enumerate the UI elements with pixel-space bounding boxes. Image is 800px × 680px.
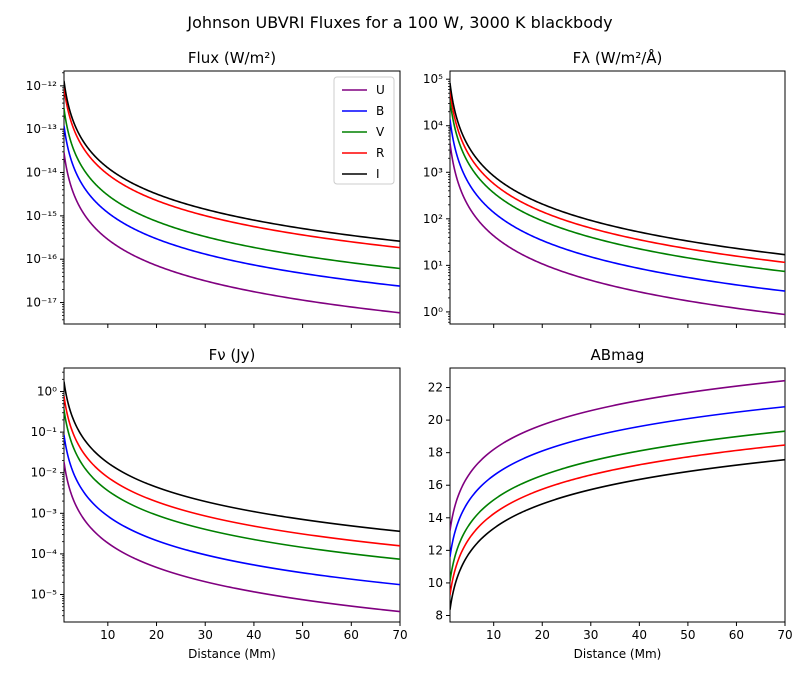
legend-label: B xyxy=(376,104,384,118)
axes-frame xyxy=(449,70,786,325)
series-line-r xyxy=(64,87,400,249)
legend-label: R xyxy=(376,146,384,160)
y-tick-label: 18 xyxy=(428,446,443,460)
y-tick-label: 10² xyxy=(423,212,443,226)
series-line-b xyxy=(64,125,400,287)
subplot-title: Fν (Jy) xyxy=(209,346,256,364)
series-line-r xyxy=(450,90,785,264)
series-group xyxy=(64,80,400,314)
y-tick-label: 10⁰ xyxy=(423,305,443,319)
series-line-i xyxy=(450,82,785,256)
x-tick-label: 70 xyxy=(777,628,792,642)
x-tick-label: 60 xyxy=(729,628,744,642)
subplot-4: ABmag 10 20 30 40 50 60 70 8 10 12 14 16 18 20 22 Distan… xyxy=(428,346,793,661)
y-tick-label: 14 xyxy=(428,511,443,525)
series-group xyxy=(450,379,785,610)
series-line-v xyxy=(450,430,785,582)
series-line-v xyxy=(64,409,400,561)
x-tick-label: 70 xyxy=(392,628,407,642)
x-tick-label: 20 xyxy=(149,628,164,642)
subplot-grid: Flux (W/m²) 10⁻¹⁷ 10⁻¹⁶ 10⁻¹⁵ 10⁻¹⁴ 10⁻¹³ 10⁻¹… xyxy=(26,48,793,661)
series-line-i xyxy=(64,80,400,243)
y-tick-label: 10⁰ xyxy=(37,385,57,399)
series-line-i xyxy=(64,381,400,533)
x-tick-label: 40 xyxy=(246,628,261,642)
x-tick-label: 50 xyxy=(295,628,310,642)
y-tick-label: 16 xyxy=(428,478,443,492)
series-line-b xyxy=(450,119,785,292)
subplot-2: Fλ (W/m²/Å) 10⁰ 10¹ 10² 10³ 10⁴ 10⁵ xyxy=(423,48,786,328)
y-tick-label: 10⁻¹⁵ xyxy=(26,209,57,223)
x-tick-label: 30 xyxy=(583,628,598,642)
y-tick-label: 10⁻¹² xyxy=(26,79,57,93)
subplot-3: Fν (Jy) 10 20 30 40 50 60 70 10⁻⁵ 10⁻⁴ 10⁻³ 10⁻² 10⁻… xyxy=(31,346,408,661)
y-tick-label: 10⁻¹ xyxy=(31,425,58,439)
series-line-b xyxy=(450,405,785,557)
legend-frame xyxy=(333,76,395,185)
x-tick-label: 10 xyxy=(486,628,501,642)
series-line-i xyxy=(450,458,785,610)
y-tick-label: 10⁻³ xyxy=(31,506,58,520)
y-tick-label: 10 xyxy=(428,576,443,590)
y-tick-label: 12 xyxy=(428,543,443,557)
series-line-b xyxy=(64,434,400,586)
figure-title: Johnson UBVRI Fluxes for a 100 W, 3000 K… xyxy=(186,13,612,32)
series-line-u xyxy=(450,142,785,316)
y-tick-label: 10⁻² xyxy=(31,466,58,480)
y-tick-label: 10⁵ xyxy=(423,72,443,86)
series-line-u xyxy=(64,152,400,314)
x-tick-label: 20 xyxy=(535,628,550,642)
series-group xyxy=(64,381,400,613)
legend: UBVRI xyxy=(333,76,395,185)
legend-label: I xyxy=(376,167,380,181)
subplot-title: Flux (W/m²) xyxy=(188,49,276,67)
x-tick-label: 40 xyxy=(632,628,647,642)
y-tick-label: 10⁻¹³ xyxy=(26,122,57,136)
axes-frame xyxy=(63,367,401,623)
series-line-v xyxy=(450,99,785,273)
y-tick-label: 10⁻⁵ xyxy=(31,587,58,601)
x-tick-label: 60 xyxy=(344,628,359,642)
series-group xyxy=(450,82,785,316)
series-line-r xyxy=(64,396,400,547)
y-tick-label: 10¹ xyxy=(423,258,443,272)
subplot-title: ABmag xyxy=(591,346,645,364)
subplot-title: Fλ (W/m²/Å) xyxy=(573,48,663,67)
axes-frame xyxy=(63,70,401,325)
legend-label: U xyxy=(376,83,385,97)
series-line-u xyxy=(64,461,400,613)
legend-label: V xyxy=(376,125,385,139)
x-tick-label: 50 xyxy=(680,628,695,642)
series-line-r xyxy=(450,444,785,596)
series-line-v xyxy=(64,108,400,270)
y-tick-label: 10⁴ xyxy=(423,119,443,133)
x-tick-label: 30 xyxy=(198,628,213,642)
x-axis-label: Distance (Mm) xyxy=(188,647,276,661)
y-tick-label: 22 xyxy=(428,381,443,395)
series-line-u xyxy=(450,379,785,531)
axes-frame xyxy=(449,367,786,623)
y-tick-label: 10⁻¹⁴ xyxy=(26,166,57,180)
x-tick-label: 10 xyxy=(100,628,115,642)
y-tick-label: 10⁻¹⁶ xyxy=(26,252,57,266)
y-tick-label: 8 xyxy=(435,608,443,622)
y-tick-label: 20 xyxy=(428,413,443,427)
y-tick-label: 10³ xyxy=(423,165,443,179)
subplot-1: Flux (W/m²) 10⁻¹⁷ 10⁻¹⁶ 10⁻¹⁵ 10⁻¹⁴ 10⁻¹³ 10⁻¹… xyxy=(26,49,401,328)
y-tick-label: 10⁻⁴ xyxy=(31,547,58,561)
x-axis-label: Distance (Mm) xyxy=(574,647,662,661)
y-tick-label: 10⁻¹⁷ xyxy=(26,296,57,310)
